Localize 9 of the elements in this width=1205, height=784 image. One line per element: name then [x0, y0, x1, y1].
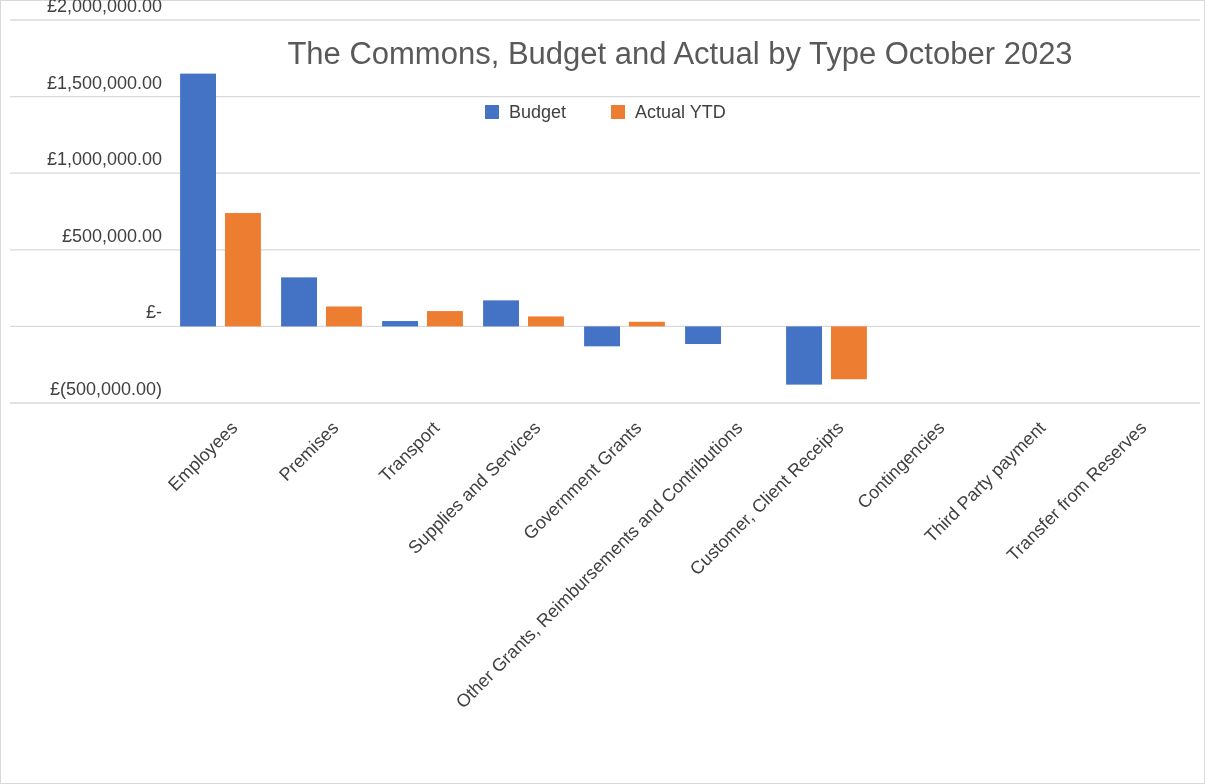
legend-label: Actual YTD [635, 102, 726, 123]
legend-label: Budget [509, 102, 567, 123]
y-tick-label: £2,000,000.00 [46, 0, 162, 16]
y-tick-label: £500,000.00 [61, 225, 162, 246]
y-tick-label: £(500,000.00) [49, 378, 162, 399]
y-tick-label: £- [145, 302, 162, 323]
y-tick-label: £1,000,000.00 [46, 149, 162, 170]
y-tick-label: £1,500,000.00 [46, 72, 162, 93]
text: The Commons, Budget and Actual by Type October 2023 [287, 36, 1073, 71]
